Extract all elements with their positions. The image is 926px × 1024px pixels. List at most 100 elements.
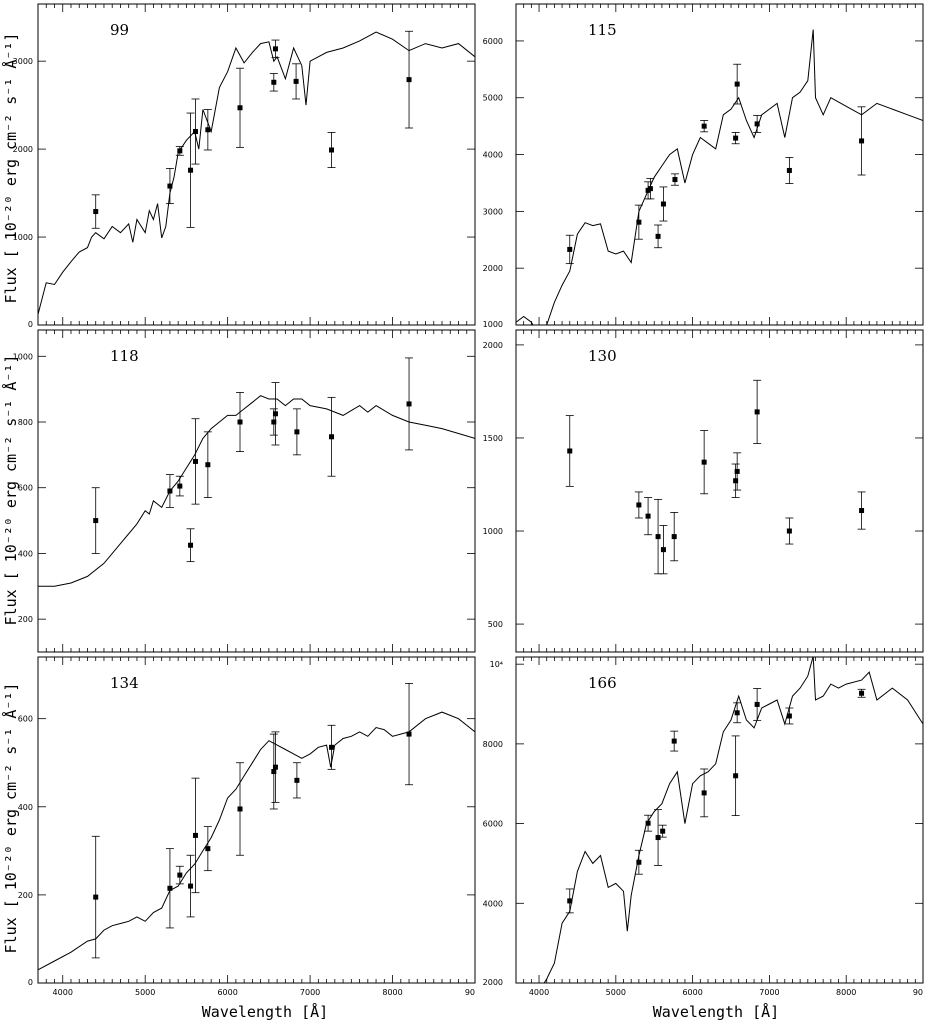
y-tick-label: 3000 <box>13 57 33 66</box>
data-point <box>672 177 678 183</box>
y-tick-label: 200 <box>18 891 33 900</box>
data-point <box>655 534 661 540</box>
data-point <box>93 894 99 900</box>
data-point <box>177 872 183 878</box>
data-point <box>859 508 865 514</box>
data-point <box>192 832 198 838</box>
data-point <box>167 183 173 189</box>
data-point <box>786 713 792 719</box>
y-tick-label: 6000 <box>483 820 503 829</box>
panel-label: 115 <box>588 21 617 39</box>
data-point <box>655 233 661 239</box>
data-point <box>272 411 278 417</box>
y-tick-label: 2000 <box>13 145 33 154</box>
data-point <box>733 135 739 141</box>
data-point <box>271 79 277 85</box>
panel-label: 134 <box>110 674 139 692</box>
y-tick-label: 1000 <box>483 320 503 329</box>
data-point <box>567 448 573 454</box>
data-point <box>660 547 666 553</box>
data-point <box>567 246 573 252</box>
data-point <box>786 167 792 173</box>
y-tick-label: 8000 <box>483 740 503 749</box>
panel-99: 0 1000 2000 3000 99 <box>13 3 476 329</box>
data-point <box>406 401 412 407</box>
data-point <box>754 701 760 707</box>
data-point <box>636 859 642 865</box>
model-spectrum <box>516 29 923 325</box>
data-point <box>167 488 173 494</box>
x-tick-label: 5000 <box>135 988 155 997</box>
data-point <box>294 777 300 783</box>
data-point <box>237 419 243 425</box>
panel-frame <box>515 329 924 653</box>
data-point <box>406 731 412 737</box>
data-point <box>272 764 278 770</box>
data-point <box>205 127 211 133</box>
data-point <box>671 738 677 744</box>
data-point <box>859 138 865 144</box>
y-tick-label: 1000 <box>483 527 503 536</box>
panel-115: 1000 2000 3000 4000 5000 6000 115 <box>483 3 924 329</box>
data-point <box>645 820 651 826</box>
y-tick-label: 600 <box>18 484 33 493</box>
data-point <box>859 690 865 696</box>
model-spectrum <box>38 711 475 971</box>
y-tick-label: 400 <box>18 803 33 812</box>
panel-frame <box>37 656 476 984</box>
data-point <box>701 459 707 465</box>
data-point <box>647 186 653 192</box>
data-point <box>93 518 99 524</box>
data-point <box>671 534 677 540</box>
data-point <box>188 167 194 173</box>
panel-134: 4000 5000 6000 7000 8000 90 0 200 400 600 134 <box>18 656 476 997</box>
data-point <box>237 806 243 812</box>
model-spectrum <box>38 395 475 587</box>
data-point <box>636 502 642 508</box>
data-point <box>293 78 299 84</box>
y-tick-label: 10⁴ <box>490 660 503 669</box>
data-point <box>645 513 651 519</box>
panel-label: 166 <box>588 674 617 692</box>
data-point <box>329 147 335 153</box>
y-tick-label: 2000 <box>483 264 503 273</box>
data-point <box>93 209 99 215</box>
data-point <box>734 468 740 474</box>
y-tick-label: 400 <box>18 549 33 558</box>
data-point <box>188 883 194 889</box>
panel-frame <box>515 656 924 984</box>
data-point <box>701 123 707 129</box>
y-tick-label: 4000 <box>483 899 503 908</box>
x-tick-label: 4000 <box>529 988 549 997</box>
y-tick-label: 1500 <box>483 434 503 443</box>
data-point <box>329 744 335 750</box>
panel-frame <box>37 3 476 326</box>
data-point <box>188 542 194 548</box>
y-axis-title-bottom: Flux [ 10⁻²⁰ erg cm⁻² s⁻¹ Å⁻¹] <box>1 683 20 954</box>
data-point <box>786 528 792 534</box>
data-point <box>734 81 740 87</box>
data-point <box>205 846 211 852</box>
data-point <box>701 790 707 796</box>
y-tick-label: 600 <box>18 715 33 724</box>
x-tick-label: 8000 <box>382 988 402 997</box>
panel-118: 200 400 600 800 1000 118 <box>13 329 476 653</box>
x-tick-label: 7000 <box>300 988 320 997</box>
y-tick-label: 0 <box>28 978 33 987</box>
y-tick-label: 200 <box>18 615 33 624</box>
panel-frame <box>37 329 476 653</box>
data-point <box>294 429 300 435</box>
data-point <box>636 219 642 225</box>
data-point <box>754 121 760 127</box>
data-point <box>192 129 198 135</box>
data-point <box>177 148 183 154</box>
x-tick-label: 8000 <box>836 988 856 997</box>
y-tick-label: 4000 <box>483 151 503 160</box>
data-point <box>205 462 211 468</box>
data-point <box>237 105 243 111</box>
panel-label: 99 <box>110 21 129 39</box>
data-point <box>567 898 573 904</box>
y-tick-label: 5000 <box>483 94 503 103</box>
y-tick-label: 3000 <box>483 207 503 216</box>
